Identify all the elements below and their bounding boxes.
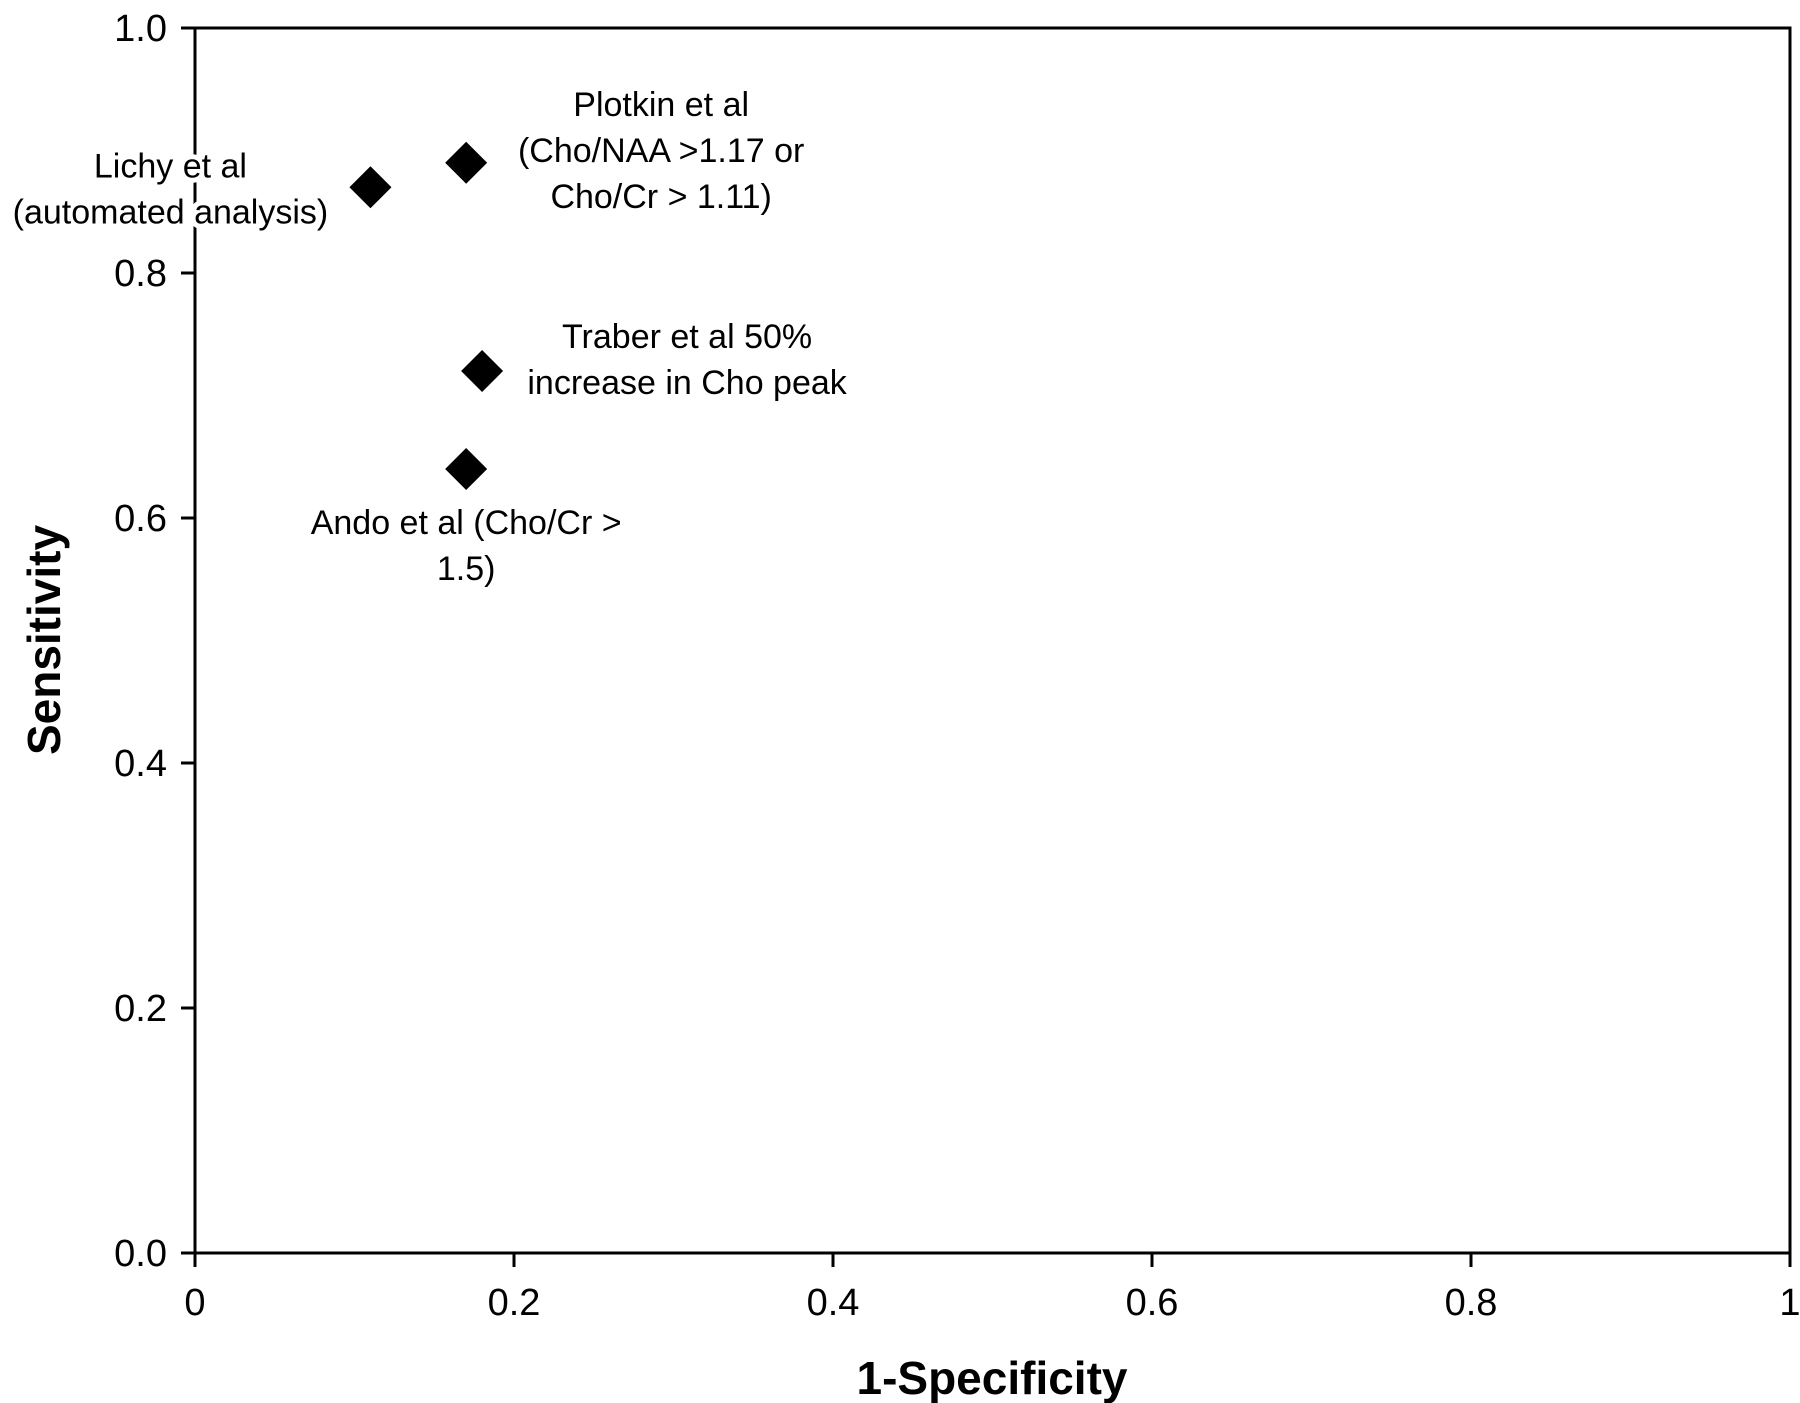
- point-label-line: Plotkin et al: [573, 86, 749, 124]
- x-axis: 0 0.2 0.4 0.6 0.8 1: [184, 1253, 1800, 1324]
- point-label-line: Ando et al (Cho/Cr >: [311, 504, 622, 542]
- data-points: [349, 141, 504, 490]
- x-axis-title: 1-Specificity: [857, 1352, 1128, 1403]
- x-tick-label: 0.4: [807, 1282, 860, 1324]
- data-point-marker: [461, 350, 504, 392]
- point-label-line: Lichy et al: [94, 147, 247, 185]
- data-point-marker: [349, 166, 392, 209]
- point-labels: Lichy et al (automated analysis) Plotkin e…: [8, 81, 853, 593]
- y-axis-title: Sensitivity: [18, 525, 70, 756]
- data-point-marker: [445, 448, 488, 490]
- y-tick-label: 0.2: [114, 988, 167, 1030]
- point-label: Ando et al (Cho/Cr > 1.5): [311, 504, 622, 588]
- data-point-marker: [445, 141, 488, 184]
- plot-area: [193, 26, 1792, 1255]
- x-tick-label: 0: [184, 1282, 205, 1324]
- x-tick-label: 0.8: [1445, 1282, 1498, 1324]
- point-label-line: 1.5): [437, 550, 496, 588]
- x-tick-label: 0.2: [488, 1282, 541, 1324]
- y-tick-label: 0.0: [114, 1233, 167, 1275]
- x-tick-label: 0.6: [1126, 1282, 1179, 1324]
- y-tick-label: 0.6: [114, 498, 167, 540]
- x-tick-label: 1: [1779, 1282, 1800, 1324]
- point-label: Lichy et al (automated analysis): [13, 147, 329, 231]
- y-tick-label: 0.4: [114, 743, 167, 785]
- point-label-line: increase in Cho peak: [527, 364, 847, 402]
- point-label-line: (Cho/NAA >1.17 or: [518, 132, 804, 170]
- point-label: Traber et al 50% increase in Cho peak: [527, 318, 847, 402]
- point-label-line: Cho/Cr > 1.11): [550, 178, 771, 216]
- y-tick-label: 0.8: [114, 253, 167, 295]
- point-label-line: (automated analysis): [13, 193, 329, 231]
- y-tick-label: 1.0: [114, 8, 167, 50]
- y-axis: 0.0 0.2 0.4 0.6 0.8 1.0: [114, 8, 195, 1275]
- point-label-line: Traber et al 50%: [562, 318, 812, 356]
- point-label: Plotkin et al (Cho/NAA >1.17 or Cho/Cr > 1…: [518, 86, 804, 216]
